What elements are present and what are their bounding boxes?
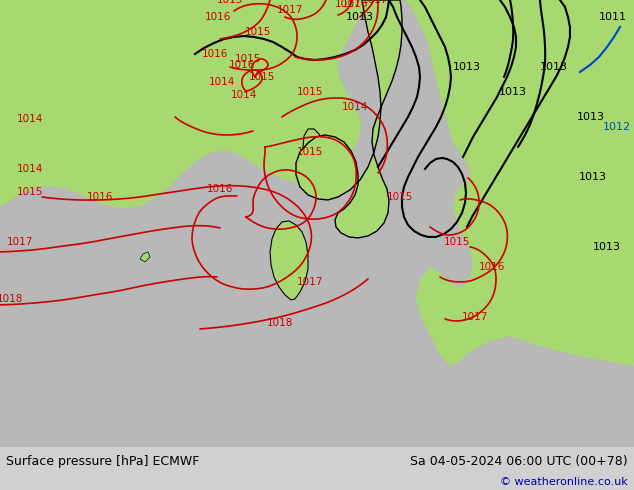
Text: 1013: 1013 [453, 62, 481, 72]
Text: 1014: 1014 [231, 90, 257, 100]
Text: 1015: 1015 [297, 87, 323, 97]
Text: 1016: 1016 [87, 192, 113, 202]
Text: 1017: 1017 [462, 312, 488, 322]
Polygon shape [270, 221, 308, 300]
Text: 1015: 1015 [297, 147, 323, 157]
Text: Sa 04-05-2024 06:00 UTC (00+78): Sa 04-05-2024 06:00 UTC (00+78) [410, 456, 628, 468]
Text: 1017: 1017 [335, 0, 361, 9]
Text: 1013: 1013 [579, 172, 607, 182]
Text: 1015: 1015 [217, 0, 243, 5]
Text: 1014: 1014 [342, 102, 368, 112]
Text: 1016: 1016 [202, 49, 228, 59]
Text: 1016: 1016 [207, 184, 233, 194]
Text: 1011: 1011 [599, 12, 627, 22]
Text: 1017: 1017 [362, 0, 388, 5]
Text: 1013: 1013 [499, 87, 527, 97]
Polygon shape [296, 0, 402, 238]
Text: 1018: 1018 [267, 318, 293, 328]
Text: 1015: 1015 [387, 192, 413, 202]
Text: 1016: 1016 [229, 60, 256, 70]
Polygon shape [303, 129, 323, 177]
Text: 1013: 1013 [593, 242, 621, 252]
Text: 1014: 1014 [209, 77, 235, 87]
Text: 1017: 1017 [297, 277, 323, 287]
Text: 1015: 1015 [444, 237, 470, 247]
Text: 1018: 1018 [0, 294, 23, 304]
Text: 1014: 1014 [17, 114, 43, 124]
Text: Surface pressure [hPa] ECMWF: Surface pressure [hPa] ECMWF [6, 456, 200, 468]
Text: 1017: 1017 [277, 5, 303, 15]
Text: © weatheronline.co.uk: © weatheronline.co.uk [500, 477, 628, 487]
Text: 1013: 1013 [540, 62, 568, 72]
Text: 1013: 1013 [577, 112, 605, 122]
Text: 1015: 1015 [17, 187, 43, 197]
Text: 1012: 1012 [603, 122, 631, 132]
Text: 1016: 1016 [342, 0, 368, 9]
Text: 1015: 1015 [249, 72, 275, 82]
Text: 1016: 1016 [205, 12, 231, 22]
Text: 1017: 1017 [7, 237, 33, 247]
Text: 1015: 1015 [245, 27, 271, 37]
Text: 1015: 1015 [235, 54, 261, 64]
Text: 1016: 1016 [479, 262, 505, 272]
Polygon shape [140, 252, 150, 262]
Text: 1014: 1014 [17, 164, 43, 174]
Polygon shape [0, 0, 634, 447]
Text: 1013: 1013 [346, 12, 374, 22]
